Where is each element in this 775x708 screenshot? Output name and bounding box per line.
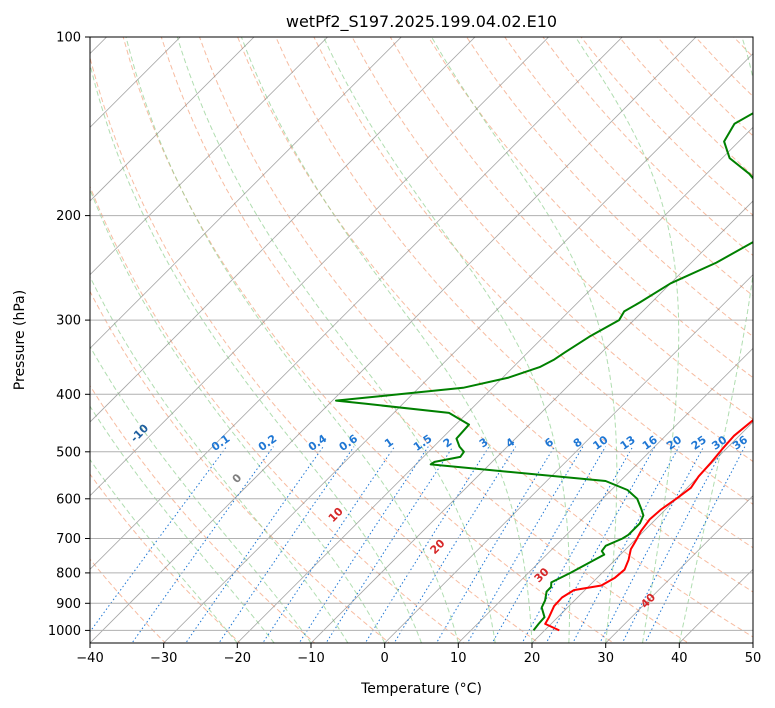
isotherm-line <box>90 37 550 497</box>
y-axis-label: Pressure (hPa) <box>12 290 28 390</box>
x-axis-label: Temperature (°C) <box>360 681 482 697</box>
x-tick-label: −40 <box>76 651 103 666</box>
isotherm-line <box>90 37 623 570</box>
y-tick-label: 500 <box>56 445 81 460</box>
dry-adiabat-line <box>466 37 753 338</box>
isotherm-line <box>310 200 753 643</box>
x-tick-label: 10 <box>450 651 467 666</box>
x-tick-label: −10 <box>297 651 324 666</box>
mixing-ratio-line <box>262 446 396 643</box>
moist-adiabat-line <box>90 62 422 643</box>
dry-adiabat-label: -30 <box>0 373 6 396</box>
y-tick-label: 400 <box>56 388 81 403</box>
y-tick-label: 800 <box>56 566 81 581</box>
isotherm-line <box>90 37 255 202</box>
isotherm-line <box>90 37 329 276</box>
dry-adiabat-line <box>389 37 753 420</box>
mixing-ratio-line <box>131 446 274 643</box>
isotherm-line <box>605 495 753 643</box>
y-tick-label: 100 <box>56 31 81 46</box>
x-tick-label: 0 <box>381 651 389 666</box>
isotherm-line <box>90 37 402 349</box>
dry-adiabat-line <box>90 384 316 643</box>
moist-adiabat-line <box>90 405 275 643</box>
isotherm-line <box>531 421 753 643</box>
dewpoint-profile-line <box>335 112 753 632</box>
plot-area <box>90 37 753 643</box>
plot-frame <box>89 36 754 644</box>
moist-adiabat-line <box>125 37 459 643</box>
dry-adiabat-line <box>90 558 167 643</box>
isotherm-line <box>163 53 753 643</box>
profile-lines <box>335 112 753 632</box>
moist-adiabat-line <box>90 275 349 643</box>
moist-adiabat-line <box>90 458 238 643</box>
isotherm-line <box>236 126 753 643</box>
y-tick-label: 600 <box>56 492 81 507</box>
x-tick-label: −30 <box>150 651 177 666</box>
x-tick-label: 30 <box>597 651 614 666</box>
x-tick-label: 40 <box>671 651 688 666</box>
dry-adiabat-line <box>90 185 465 643</box>
y-tick-label: 200 <box>56 209 81 224</box>
isotherm-line <box>90 37 181 128</box>
dry-adiabat-line <box>198 37 753 638</box>
temperature-profile-line <box>544 418 753 632</box>
y-tick-label: 300 <box>56 314 81 329</box>
axes: −40 −30 −20 −10 0 10 20 30 40 50 100 200 300 400 500 60… <box>48 31 761 667</box>
moist-adiabat-line <box>431 37 618 643</box>
moist-adiabat-line <box>176 37 496 643</box>
mixing-ratio-line <box>218 446 355 643</box>
dry-adiabat-line <box>504 37 753 297</box>
chart-title: wetPf2_S197.2025.199.04.02.E10 <box>286 12 557 32</box>
x-tick-label: 50 <box>745 651 762 666</box>
isotherm-line <box>0 10 60 655</box>
isotherm-line <box>457 347 753 643</box>
moist-adiabat-line <box>323 37 571 643</box>
moist-adiabat-line <box>678 37 753 643</box>
dry-adiabat-line <box>90 55 540 643</box>
dry-adiabat-line <box>237 37 753 593</box>
background-grid <box>0 10 753 655</box>
isotherm-line <box>384 274 753 643</box>
x-tick-label: 20 <box>524 651 541 666</box>
dry-adiabat-line <box>122 37 615 643</box>
x-tick-label: −20 <box>224 651 251 666</box>
mixing-ratio-line <box>644 446 746 643</box>
isotherm-line <box>90 37 476 423</box>
moist-adiabat-line <box>240 37 533 643</box>
dry-adiabat-line <box>275 37 753 549</box>
dry-adiabat-line <box>351 37 753 463</box>
y-tick-label: 900 <box>56 597 81 612</box>
moist-adiabat-line <box>90 188 386 643</box>
y-tick-label: 1000 <box>48 624 81 639</box>
y-tick-label: 700 <box>56 532 81 547</box>
isotherm-line <box>90 37 697 643</box>
dry-adiabat-line <box>90 290 391 643</box>
